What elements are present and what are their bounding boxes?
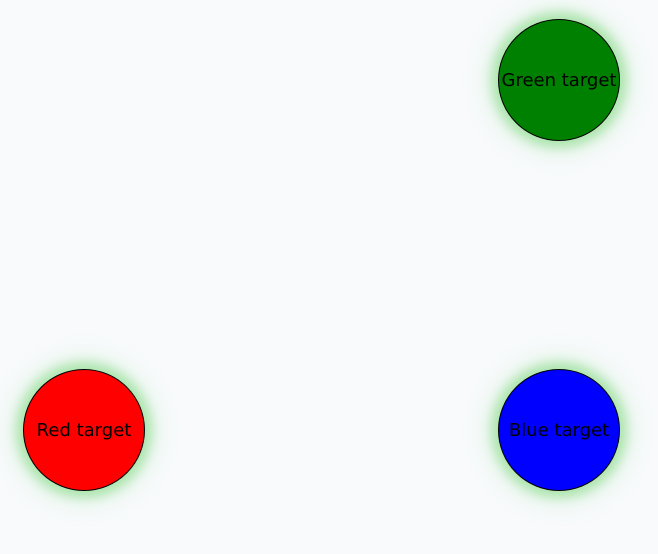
red-target[interactable]: Red target xyxy=(23,369,145,491)
blue-target[interactable]: Blue target xyxy=(498,369,620,491)
red-target-label: Red target xyxy=(36,419,132,441)
green-target-label: Green target xyxy=(501,69,617,91)
green-target[interactable]: Green target xyxy=(498,19,620,141)
blue-target-label: Blue target xyxy=(508,419,610,441)
